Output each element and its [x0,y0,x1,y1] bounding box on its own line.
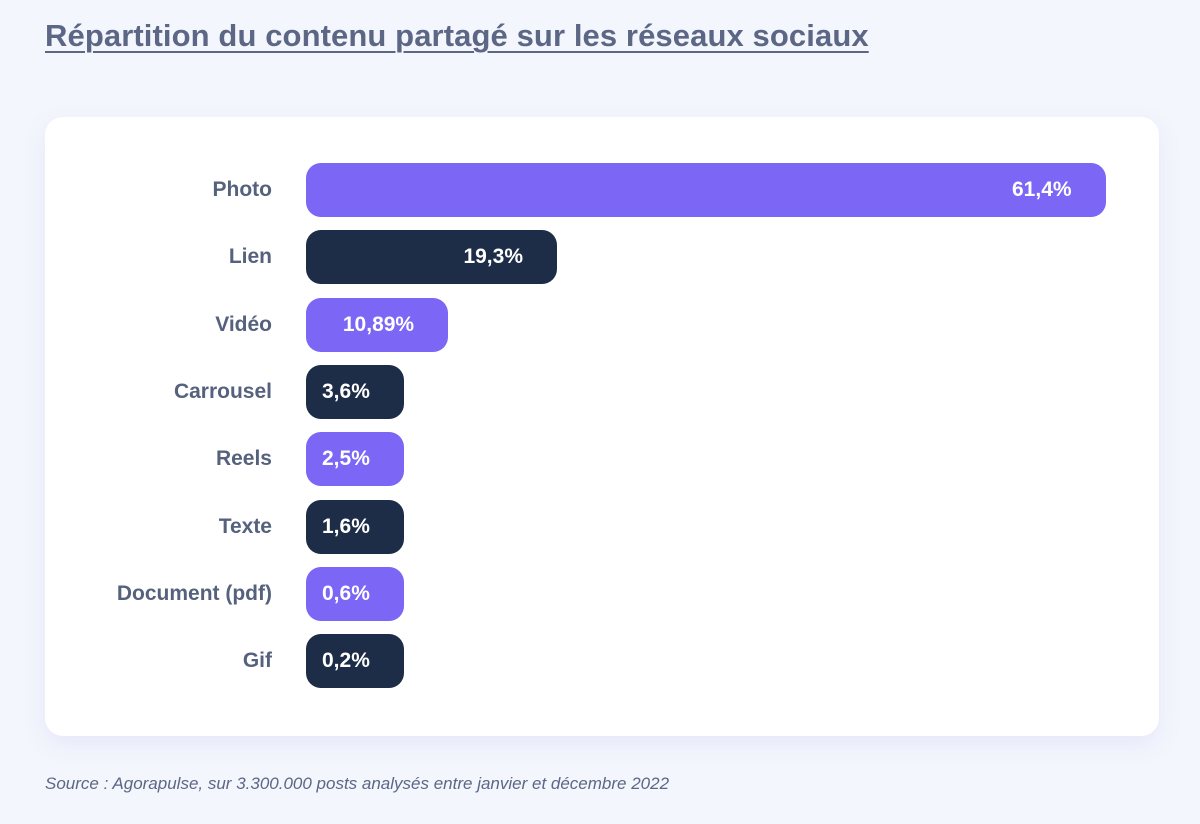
value-label-texte: 1,6% [322,514,370,538]
bar-lien [306,230,558,285]
bar-photo [306,163,1106,217]
bar-carrousel [306,364,404,419]
value-label-gif: 0,2% [322,649,370,673]
category-label-lien: Lien [228,245,272,269]
chart-card: Photo 61,4% Lien 19,3% Vidéo 10,89% Carrousel 3… [45,117,1159,736]
chart-title: Répartition du contenu partagé sur les r… [45,18,869,53]
bar-gif [306,634,404,689]
bar-document-pdf [306,566,404,621]
category-label-document-pdf: Document (pdf) [116,581,272,605]
bar-reels [306,432,404,487]
value-label-reels: 2,5% [322,447,370,471]
value-label-document-pdf: 0,6% [322,581,370,605]
bar-texte [306,499,404,554]
value-label-vid-o: 10,89% [342,312,415,336]
category-label-photo: Photo [212,178,272,201]
value-label-carrousel: 3,6% [322,379,370,403]
category-label-vid-o: Vidéo [215,312,272,336]
bar-vid-o [306,297,448,352]
category-label-texte: Texte [218,514,272,538]
category-label-gif: Gif [242,649,272,673]
category-label-reels: Reels [215,447,272,471]
source-note: Source : Agorapulse, sur 3.300.000 posts… [45,774,670,793]
value-label-lien: 19,3% [463,245,523,269]
category-label-carrousel: Carrousel [173,379,272,403]
value-label-photo: 61,4% [1012,178,1072,201]
